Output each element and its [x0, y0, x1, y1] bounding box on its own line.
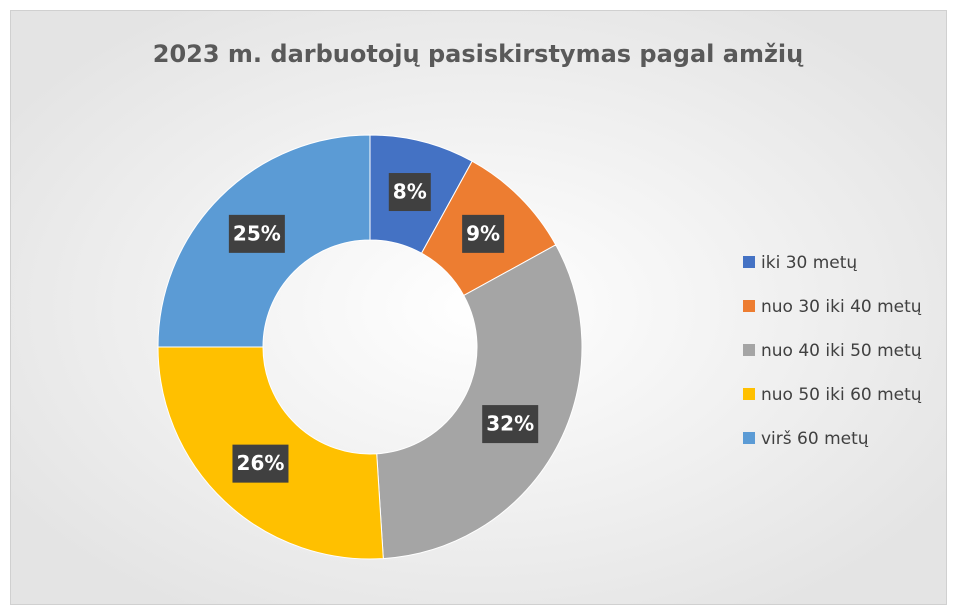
legend-swatch [743, 300, 755, 312]
data-label: 26% [237, 451, 285, 475]
legend-swatch [743, 432, 755, 444]
legend-label: nuo 50 iki 60 metų [761, 385, 922, 405]
data-label: 8% [393, 180, 427, 204]
data-label: 32% [486, 412, 534, 436]
data-label: 25% [233, 221, 281, 245]
data-label-box [388, 173, 431, 212]
data-label-box [228, 214, 285, 253]
data-label-box [232, 444, 289, 483]
legend-label: nuo 40 iki 50 metų [761, 341, 922, 361]
data-label: 9% [466, 221, 500, 245]
legend-label: virš 60 metų [761, 429, 869, 449]
legend-label: nuo 30 iki 40 metų [761, 297, 922, 317]
chart-title: 2023 m. darbuotojų pasiskirstymas pagal … [153, 40, 804, 68]
slice [376, 244, 583, 560]
legend-label: iki 30 metų [761, 253, 857, 273]
legend-swatch [743, 256, 755, 268]
legend-swatch [743, 388, 755, 400]
legend-swatch [743, 344, 755, 356]
data-label-box [482, 405, 539, 444]
data-label-box [462, 214, 505, 253]
